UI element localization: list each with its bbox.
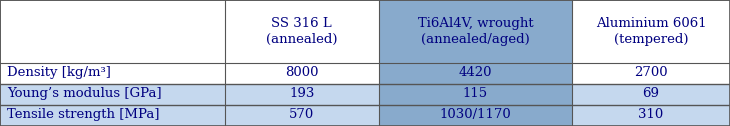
Bar: [572, 0, 730, 63]
Text: Aluminium 6061
(tempered): Aluminium 6061 (tempered): [596, 17, 707, 46]
Bar: [379, 63, 572, 84]
Text: SS 316 L
(annealed): SS 316 L (annealed): [266, 17, 337, 46]
Bar: [0, 105, 225, 126]
Bar: [379, 84, 572, 105]
Text: 69: 69: [642, 87, 660, 100]
Bar: [572, 84, 730, 105]
Text: Young’s modulus [GPa]: Young’s modulus [GPa]: [7, 87, 162, 100]
Bar: [572, 63, 730, 84]
Bar: [225, 84, 379, 105]
Bar: [225, 105, 379, 126]
Text: Density [kg/m³]: Density [kg/m³]: [7, 66, 111, 79]
Text: 2700: 2700: [634, 66, 668, 79]
Bar: [0, 0, 225, 63]
Bar: [379, 105, 572, 126]
Text: 115: 115: [463, 87, 488, 100]
Bar: [572, 105, 730, 126]
Text: 570: 570: [289, 108, 315, 121]
Text: 4420: 4420: [458, 66, 492, 79]
Bar: [225, 63, 379, 84]
Text: Ti6Al4V, wrought
(annealed/aged): Ti6Al4V, wrought (annealed/aged): [418, 17, 534, 46]
Bar: [379, 0, 572, 63]
Bar: [0, 84, 225, 105]
Text: 193: 193: [289, 87, 315, 100]
Text: 1030/1170: 1030/1170: [439, 108, 511, 121]
Text: Tensile strength [MPa]: Tensile strength [MPa]: [7, 108, 160, 121]
Bar: [225, 0, 379, 63]
Bar: [0, 63, 225, 84]
Text: 310: 310: [639, 108, 664, 121]
Text: 8000: 8000: [285, 66, 318, 79]
